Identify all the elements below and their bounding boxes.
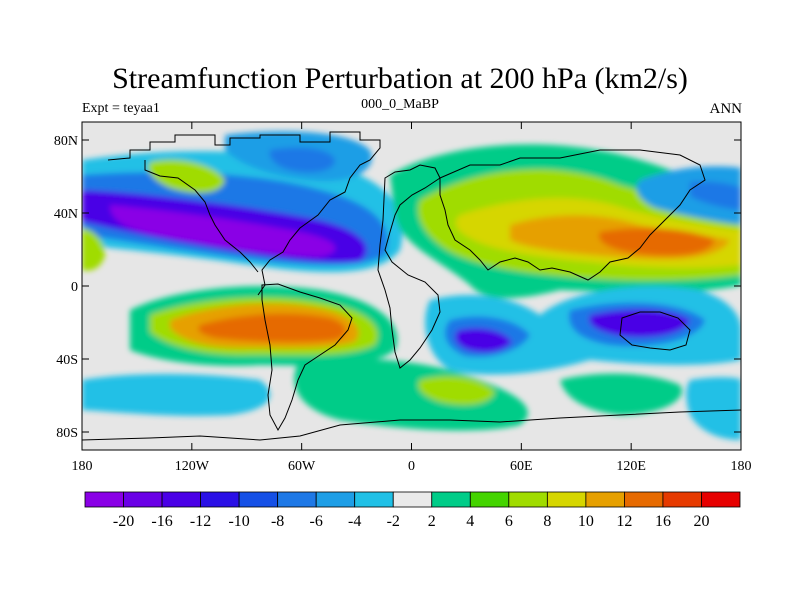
contour-antarctic-negative (686, 377, 741, 440)
colorbar-label: -20 (113, 513, 134, 530)
colorbar-label: 12 (616, 513, 632, 530)
coastline-north-america (107, 131, 381, 296)
lat-tick-label: 80S (56, 426, 78, 441)
colorbar-swatch (662, 491, 702, 508)
lon-tick-label: 60W (288, 459, 316, 474)
colorbar-swatch (277, 491, 317, 508)
colorbar-label: -8 (271, 513, 284, 530)
contour-west-edge-positive (82, 228, 105, 271)
coastline-antarctica (82, 409, 741, 441)
contour-australia-negative-core (588, 309, 690, 338)
colorbar-swatch (354, 491, 394, 508)
lon-tick-label: 180 (731, 459, 752, 474)
lon-tick-label: 120W (175, 459, 210, 474)
contour-ne-pacific-negative-core (690, 181, 741, 210)
contour-trough-north-center (110, 205, 336, 257)
plot-title: Streamfunction Perturbation at 200 hPa (… (112, 62, 688, 95)
contour-fields (82, 131, 741, 440)
season-label: ANN (709, 101, 743, 117)
contour-se-pacific-positive (560, 373, 682, 415)
colorbar-swatch (200, 491, 240, 508)
coastline-europe-africa (377, 164, 441, 369)
map-axes: 80N 40N 0 40S 80S 180 120W 60W 0 60E 120E 180 (54, 122, 752, 474)
colorbar-label: 4 (466, 513, 474, 530)
colorbar-swatch (123, 491, 163, 508)
contour-southern-positive (294, 358, 528, 431)
colorbar-swatch (701, 491, 741, 508)
colorbar-swatch (84, 491, 124, 508)
contour-southern-positive-inner (418, 376, 495, 405)
contour-ne-pacific-negative (636, 166, 741, 225)
longitude-axis: 180 120W 60W 0 60E 120E 180 (72, 122, 752, 474)
coastline-australia (619, 311, 691, 351)
contour-south-indian-negative-core (455, 328, 512, 353)
colorbar-swatch (431, 491, 471, 508)
colorbar-swatch (624, 491, 664, 508)
coastline-north-america-west (144, 160, 259, 273)
lat-tick-label: 80N (54, 134, 78, 149)
colorbar-label: 16 (655, 513, 671, 530)
contour-arctic-negative-core (269, 147, 335, 173)
lat-tick-label: 0 (71, 280, 78, 295)
coastlines (82, 131, 741, 441)
lon-tick-label: 180 (72, 459, 93, 474)
colorbar-label: 6 (505, 513, 513, 530)
colorbar-swatch (508, 491, 548, 508)
lon-tick-label: 0 (408, 459, 415, 474)
colorbar-label: -2 (387, 513, 400, 530)
contour-eurasia-ridge-core (599, 228, 715, 256)
colorbar-swatch (238, 491, 279, 508)
lon-tick-label: 120E (616, 459, 646, 474)
coastline-asia (439, 149, 706, 281)
colorbar-label: 2 (428, 513, 436, 530)
colorbar-swatch (469, 491, 510, 508)
colorbar-swatch (392, 491, 433, 508)
colorbar-label: 10 (578, 513, 594, 530)
colorbar-label: -6 (310, 513, 323, 530)
colorbar: -20 -16 -12 -10 -8 -6 -4 -2 2 4 6 8 10 12 16 20 (84, 491, 741, 530)
map-panel (81, 121, 742, 451)
contour-pacific-small-positive (148, 159, 225, 193)
contour-south-pacific-negative (82, 374, 270, 416)
coastline-south-america (261, 283, 353, 432)
lat-tick-label: 40S (56, 353, 78, 368)
colorbar-label: -12 (190, 513, 211, 530)
experiment-label: Expt = teyaa1 (82, 101, 160, 116)
colorbar-swatch (585, 491, 625, 508)
lon-tick-label: 60E (510, 459, 533, 474)
latitude-axis: 80N 40N 0 40S 80S (54, 134, 741, 441)
colorbar-swatch (546, 491, 587, 508)
colorbar-label: 8 (543, 513, 551, 530)
colorbar-label: 20 (693, 513, 709, 530)
colorbar-swatch (161, 491, 201, 508)
contour-sh-ridge-core (198, 313, 346, 343)
colorbar-label: -10 (228, 513, 249, 530)
colorbar-swatch (315, 491, 356, 508)
lat-tick-label: 40N (54, 207, 78, 222)
colorbar-label: -4 (348, 513, 361, 530)
period-label: 000_0_MaBP (361, 97, 439, 112)
colorbar-label: -16 (151, 513, 172, 530)
